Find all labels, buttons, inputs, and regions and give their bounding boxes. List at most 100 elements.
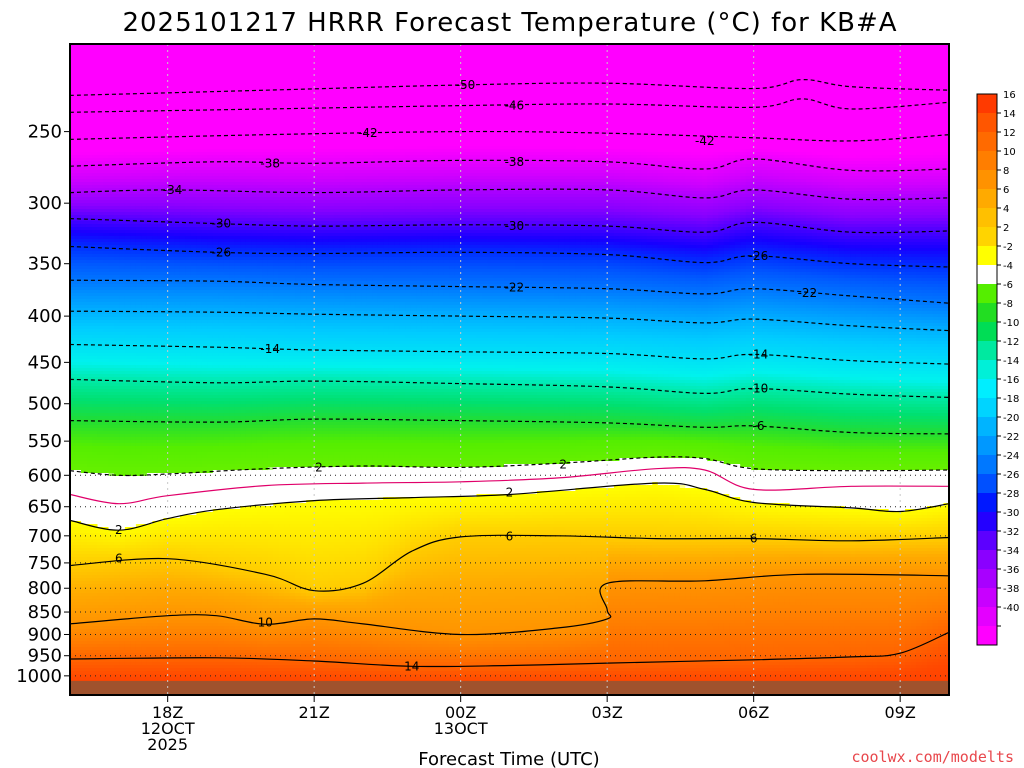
temperature-cell (130, 362, 137, 366)
temperature-cell (124, 545, 131, 549)
temperature-cell (86, 323, 93, 327)
temperature-cell (119, 590, 126, 594)
temperature-cell (86, 665, 93, 669)
temperature-cell (114, 389, 121, 393)
temperature-cell (174, 299, 181, 303)
temperature-cell (135, 533, 142, 537)
temperature-cell (86, 590, 93, 594)
temperature-cell (81, 356, 88, 360)
temperature-cell (92, 635, 99, 639)
temperature-cell (92, 587, 99, 591)
temperature-cell (108, 218, 115, 222)
temperature-cell (168, 128, 175, 132)
temperature-cell (92, 419, 99, 423)
temperature-cell (141, 350, 148, 354)
temperature-cell (179, 290, 186, 294)
temperature-cell (70, 236, 77, 240)
temperature-cell (97, 614, 104, 618)
temperature-cell (135, 116, 142, 120)
temperature-cell (168, 425, 175, 429)
temperature-cell (124, 644, 131, 648)
temperature-cell (141, 212, 148, 216)
temperature-cell (174, 143, 181, 147)
temperature-cell (124, 332, 131, 336)
temperature-cell (81, 230, 88, 234)
temperature-cell (97, 65, 104, 69)
temperature-cell (124, 374, 131, 378)
temperature-cell (157, 581, 164, 585)
temperature-cell (168, 473, 175, 477)
temperature-cell (103, 143, 110, 147)
temperature-cell (86, 611, 93, 615)
temperature-cell (119, 44, 126, 48)
temperature-cell (185, 137, 192, 141)
temperature-cell (130, 230, 137, 234)
temperature-cell (81, 410, 88, 414)
temperature-cell (92, 107, 99, 111)
temperature-cell (81, 263, 88, 267)
temperature-cell (141, 209, 148, 213)
temperature-cell (108, 530, 115, 534)
temperature-cell (141, 590, 148, 594)
temperature-cell (130, 542, 137, 546)
temperature-cell (108, 104, 115, 108)
temperature-cell (185, 173, 192, 177)
temperature-cell (119, 452, 126, 456)
temperature-cell (75, 533, 82, 537)
temperature-cell (108, 464, 115, 468)
temperature-cell (135, 473, 142, 477)
temperature-cell (103, 233, 110, 237)
temperature-cell (70, 578, 77, 582)
temperature-cell (185, 581, 192, 585)
temperature-cell (103, 308, 110, 312)
temperature-cell (157, 551, 164, 555)
temperature-cell (179, 338, 186, 342)
temperature-cell (135, 236, 142, 240)
temperature-cell (75, 296, 82, 300)
temperature-cell (81, 119, 88, 123)
temperature-cell (103, 674, 110, 678)
temperature-cell (114, 494, 121, 498)
temperature-cell (163, 371, 170, 375)
temperature-cell (86, 464, 93, 468)
temperature-cell (119, 641, 126, 645)
temperature-cell (152, 317, 159, 321)
temperature-cell (168, 575, 175, 579)
temperature-cell (168, 95, 175, 99)
temperature-cell (70, 266, 77, 270)
temperature-cell (174, 587, 181, 591)
temperature-cell (75, 128, 82, 132)
temperature-cell (75, 149, 82, 153)
temperature-cell (141, 104, 148, 108)
temperature-cell (86, 221, 93, 225)
temperature-cell (114, 422, 121, 426)
temperature-cell (130, 572, 137, 576)
temperature-cell (185, 68, 192, 72)
temperature-cell (81, 380, 88, 384)
temperature-cell (174, 278, 181, 282)
temperature-cell (119, 146, 126, 150)
temperature-cell (152, 275, 159, 279)
temperature-cell (168, 470, 175, 474)
temperature-cell (130, 134, 137, 138)
temperature-cell (152, 266, 159, 270)
temperature-cell (168, 572, 175, 576)
temperature-cell (146, 428, 153, 432)
temperature-cell (114, 200, 121, 204)
temperature-cell (114, 461, 121, 465)
temperature-cell (114, 425, 121, 429)
temperature-cell (146, 566, 153, 570)
temperature-cell (135, 170, 142, 174)
temperature-cell (174, 254, 181, 258)
temperature-cell (75, 425, 82, 429)
temperature-cell (141, 602, 148, 606)
temperature-cell (114, 275, 121, 279)
temperature-cell (86, 596, 93, 600)
temperature-cell (119, 425, 126, 429)
temperature-cell (146, 431, 153, 435)
temperature-cell (179, 350, 186, 354)
temperature-cell (185, 617, 192, 621)
temperature-cell (130, 551, 137, 555)
temperature-cell (92, 677, 99, 681)
temperature-cell (135, 410, 142, 414)
